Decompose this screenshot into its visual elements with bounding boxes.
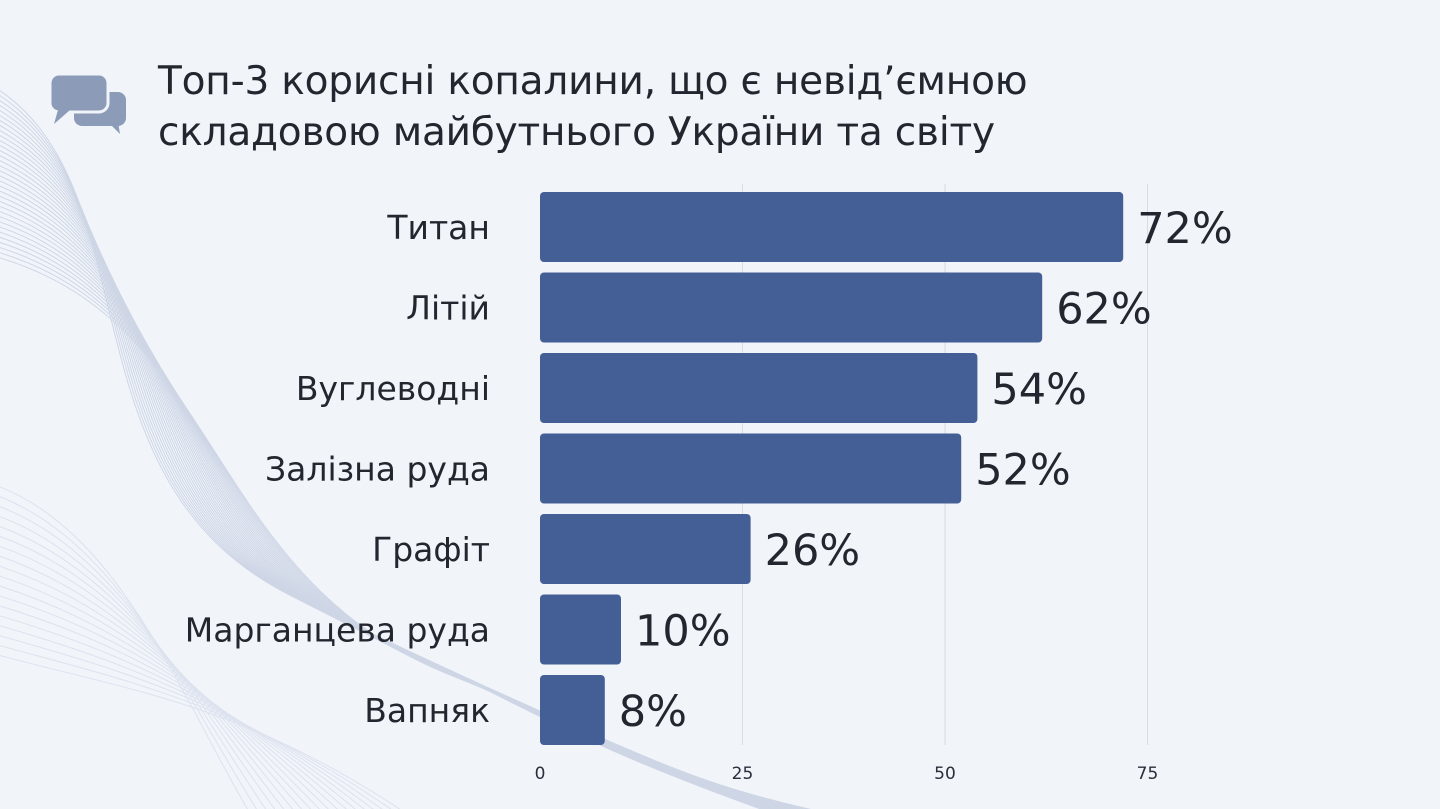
bar (540, 514, 751, 584)
category-label: Вуглеводні (296, 369, 490, 408)
data-label: 54% (991, 365, 1087, 415)
bar (540, 272, 1043, 343)
x-tick-label: 50 (934, 764, 956, 784)
category-label: Літій (406, 289, 490, 328)
bar (540, 675, 605, 745)
category-label: Титан (386, 208, 490, 247)
category-label: Марганцева руда (185, 611, 490, 650)
bar (540, 192, 1124, 262)
chat-bubbles-icon (48, 72, 126, 134)
bar (540, 353, 978, 423)
category-label: Залізна руда (265, 450, 490, 489)
bar (540, 594, 621, 665)
category-label: Вапняк (364, 691, 490, 730)
x-tick-label: 0 (535, 764, 546, 784)
data-label: 72% (1137, 204, 1233, 254)
category-label: Графіт (372, 530, 490, 569)
data-label: 8% (619, 687, 687, 737)
x-tick-label: 75 (1137, 764, 1159, 784)
data-label: 62% (1056, 285, 1152, 335)
bar (540, 433, 962, 504)
data-label: 26% (765, 526, 861, 576)
data-label: 10% (635, 607, 731, 657)
data-label: 52% (975, 446, 1071, 496)
chart-title: Топ-3 корисні копалини, що є невід’ємною… (158, 59, 1028, 155)
x-tick-label: 25 (732, 764, 754, 784)
